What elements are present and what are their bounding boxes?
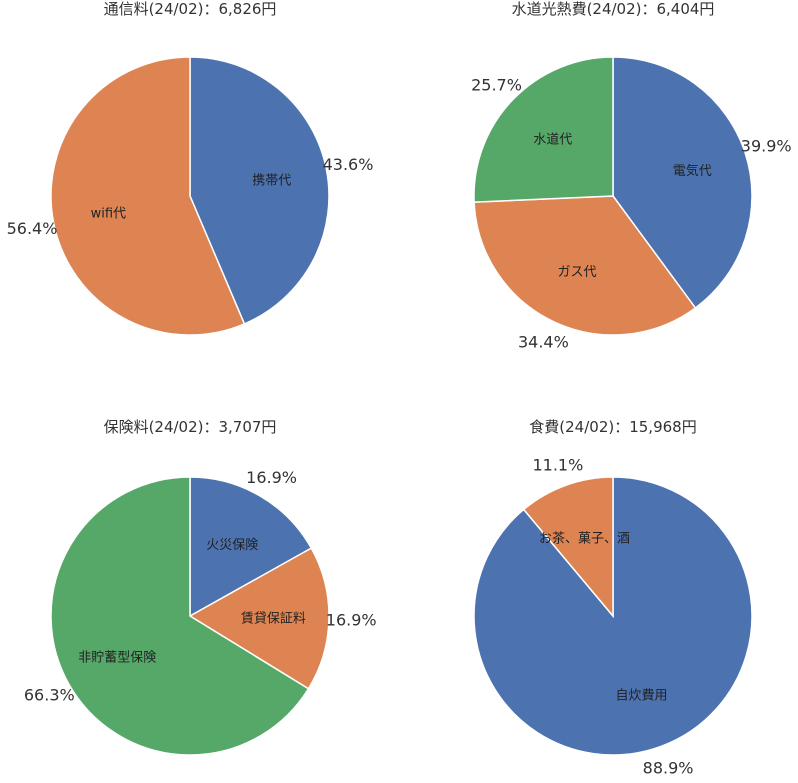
slice-label: 非貯蓄型保険	[78, 651, 156, 666]
pie-slice	[50, 476, 310, 756]
pie-slice	[522, 476, 614, 619]
slice-percent-label: 11.1%	[532, 456, 583, 475]
slice-label: 賃貸保証料	[241, 611, 306, 627]
slice-percent-label: 25.7%	[471, 76, 522, 95]
chart-title: 水道光熱費(24/02)：6,404円	[512, 0, 715, 18]
slice-percent-label: 16.9%	[326, 610, 377, 629]
slice-percent-label: 66.3%	[24, 686, 75, 705]
slice-label: お茶、菓子、酒	[539, 531, 630, 547]
chart-title: 食費(24/02)：15,968円	[529, 418, 696, 436]
slice-label: 電気代	[673, 163, 712, 179]
slice-label: 自炊費用	[615, 688, 667, 703]
pie-slice	[473, 56, 614, 203]
slice-percent-label: 34.4%	[518, 333, 569, 352]
pie-slice	[612, 56, 753, 309]
chart-title: 保険料(24/02)：3,707円	[104, 418, 277, 436]
slice-percent-label: 16.9%	[246, 468, 297, 487]
slice-percent-label: 43.6%	[323, 155, 374, 174]
slice-percent-label: 39.9%	[741, 137, 792, 156]
slice-percent-label: 88.9%	[643, 759, 694, 778]
slice-label: ガス代	[557, 265, 596, 280]
chart-title: 通信料(24/02)：6,826円	[104, 0, 277, 18]
slice-label: 火災保険	[206, 538, 258, 553]
pie-slice	[189, 476, 313, 618]
pie-slice	[189, 56, 330, 325]
pie-slice	[188, 547, 330, 690]
slice-label: 水道代	[533, 132, 572, 147]
slice-percent-label: 56.4%	[7, 219, 58, 238]
pie-slice	[50, 56, 246, 336]
slice-label: wifi代	[91, 207, 126, 222]
slice-label: 携帯代	[252, 172, 291, 188]
pie-slice	[473, 195, 697, 336]
